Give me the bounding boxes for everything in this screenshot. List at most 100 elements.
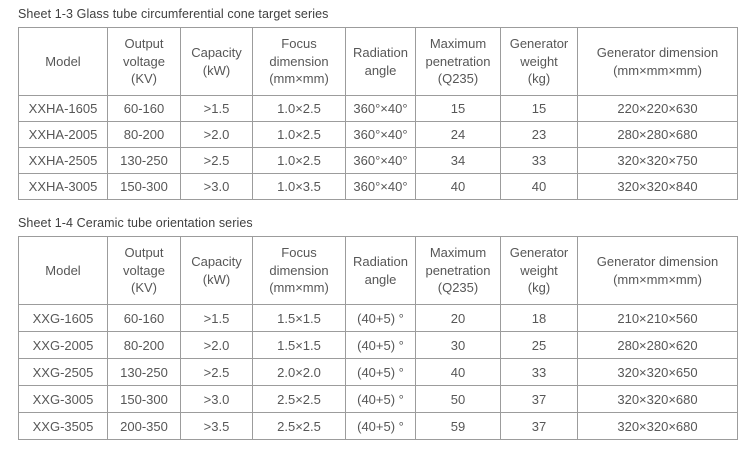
table-cell: 34 <box>415 147 501 174</box>
table-cell: 1.0×3.5 <box>252 173 346 200</box>
column-header: Capacity (kW) <box>180 27 253 96</box>
table-cell: XXG-3005 <box>18 385 108 413</box>
table-cell: 200-350 <box>107 412 181 440</box>
spec-table-ceramic-tube: Model Output voltage (KV) Capacity (kW) Foc… <box>18 236 738 440</box>
table-row: XXHA-3005 150-300 >3.0 1.0×3.5 360°×40° 40 40 3… <box>18 173 738 200</box>
table-cell: >2.5 <box>180 147 253 174</box>
table-cell: XXG-2505 <box>18 358 108 386</box>
table-cell: XXG-3505 <box>18 412 108 440</box>
table-cell: 40 <box>415 173 501 200</box>
table-row: XXG-2505 130-250 >2.5 2.0×2.0 (40+5) ° 40 33 32… <box>18 358 738 386</box>
table-cell: 150-300 <box>107 385 181 413</box>
table-cell: (40+5) ° <box>345 385 416 413</box>
column-header: Focus dimension (mm×mm) <box>252 27 346 96</box>
column-header: Radiation angle <box>345 236 416 305</box>
table-cell: 320×320×750 <box>577 147 738 174</box>
spec-section-glass-tube: Sheet 1-3 Glass tube circumferential con… <box>18 7 738 200</box>
table-cell: 360°×40° <box>345 121 416 148</box>
table-cell: 150-300 <box>107 173 181 200</box>
table-cell: XXHA-3005 <box>18 173 108 200</box>
table-cell: >2.5 <box>180 358 253 386</box>
table-cell: 33 <box>500 147 578 174</box>
column-header: Generator dimension (mm×mm×mm) <box>577 27 738 96</box>
table-cell: 80-200 <box>107 331 181 359</box>
table-cell: 60-160 <box>107 304 181 332</box>
column-header: Maximum penetration (Q235) <box>415 27 501 96</box>
table-cell: 60-160 <box>107 95 181 122</box>
table-title: Sheet 1-4 Ceramic tube orientation serie… <box>18 216 253 230</box>
table-cell: 1.5×1.5 <box>252 331 346 359</box>
table-cell: 59 <box>415 412 501 440</box>
table-cell: 2.5×2.5 <box>252 385 346 413</box>
column-header: Model <box>18 236 108 305</box>
table-cell: 1.0×2.5 <box>252 95 346 122</box>
table-cell: 24 <box>415 121 501 148</box>
table-row: XXHA-2005 80-200 >2.0 1.0×2.5 360°×40° 24 23 28… <box>18 121 738 148</box>
table-cell: 25 <box>500 331 578 359</box>
column-header: Generator weight (kg) <box>500 236 578 305</box>
column-header: Output voltage (KV) <box>107 27 181 96</box>
table-cell: (40+5) ° <box>345 358 416 386</box>
table-cell: 20 <box>415 304 501 332</box>
table-cell: >3.5 <box>180 412 253 440</box>
table-cell: XXHA-2005 <box>18 121 108 148</box>
table-cell: 220×220×630 <box>577 95 738 122</box>
column-header: Output voltage (KV) <box>107 236 181 305</box>
table-cell: 18 <box>500 304 578 332</box>
table-cell: XXG-1605 <box>18 304 108 332</box>
table-cell: 33 <box>500 358 578 386</box>
table-cell: 30 <box>415 331 501 359</box>
column-header: Model <box>18 27 108 96</box>
table-cell: 360°×40° <box>345 147 416 174</box>
table-cell: XXHA-2505 <box>18 147 108 174</box>
table-cell: 50 <box>415 385 501 413</box>
table-cell: (40+5) ° <box>345 331 416 359</box>
table-body: XXHA-1605 60-160 >1.5 1.0×2.5 360°×40° 15 15 22… <box>18 95 738 200</box>
table-cell: 360°×40° <box>345 95 416 122</box>
table-cell: XXHA-1605 <box>18 95 108 122</box>
table-cell: 320×320×680 <box>577 412 738 440</box>
table-cell: 1.5×1.5 <box>252 304 346 332</box>
table-cell: >2.0 <box>180 121 253 148</box>
table-cell: 2.0×2.0 <box>252 358 346 386</box>
table-cell: >1.5 <box>180 95 253 122</box>
column-header: Generator weight (kg) <box>500 27 578 96</box>
table-cell: 15 <box>500 95 578 122</box>
table-row: XXG-2005 80-200 >2.0 1.5×1.5 (40+5) ° 30 25 280… <box>18 331 738 359</box>
table-header-row: Model Output voltage (KV) Capacity (kW) Foc… <box>18 27 738 96</box>
table-cell: >3.0 <box>180 173 253 200</box>
table-row: XXHA-1605 60-160 >1.5 1.0×2.5 360°×40° 15 15 22… <box>18 95 738 122</box>
column-header: Radiation angle <box>345 27 416 96</box>
table-cell: 320×320×650 <box>577 358 738 386</box>
table-cell: 80-200 <box>107 121 181 148</box>
table-body: XXG-1605 60-160 >1.5 1.5×1.5 (40+5) ° 20 18 210… <box>18 304 738 440</box>
table-title: Sheet 1-3 Glass tube circumferential con… <box>18 7 329 21</box>
column-header: Capacity (kW) <box>180 236 253 305</box>
spec-table-glass-tube: Model Output voltage (KV) Capacity (kW) Foc… <box>18 27 738 200</box>
table-row: XXG-3005 150-300 >3.0 2.5×2.5 (40+5) ° 50 37 32… <box>18 385 738 413</box>
table-cell: 360°×40° <box>345 173 416 200</box>
table-cell: 280×280×680 <box>577 121 738 148</box>
table-cell: 40 <box>415 358 501 386</box>
table-cell: >1.5 <box>180 304 253 332</box>
column-header: Maximum penetration (Q235) <box>415 236 501 305</box>
table-cell: 15 <box>415 95 501 122</box>
table-cell: (40+5) ° <box>345 412 416 440</box>
table-cell: 1.0×2.5 <box>252 147 346 174</box>
table-cell: 320×320×840 <box>577 173 738 200</box>
table-cell: 40 <box>500 173 578 200</box>
table-cell: >3.0 <box>180 385 253 413</box>
column-header: Generator dimension (mm×mm×mm) <box>577 236 738 305</box>
table-cell: >2.0 <box>180 331 253 359</box>
table-cell: 23 <box>500 121 578 148</box>
table-cell: (40+5) ° <box>345 304 416 332</box>
table-cell: 1.0×2.5 <box>252 121 346 148</box>
table-cell: 130-250 <box>107 147 181 174</box>
table-cell: 37 <box>500 385 578 413</box>
table-cell: 210×210×560 <box>577 304 738 332</box>
table-row: XXHA-2505 130-250 >2.5 1.0×2.5 360°×40° 34 33 3… <box>18 147 738 174</box>
table-cell: 280×280×620 <box>577 331 738 359</box>
table-row: XXG-1605 60-160 >1.5 1.5×1.5 (40+5) ° 20 18 210… <box>18 304 738 332</box>
table-cell: 320×320×680 <box>577 385 738 413</box>
